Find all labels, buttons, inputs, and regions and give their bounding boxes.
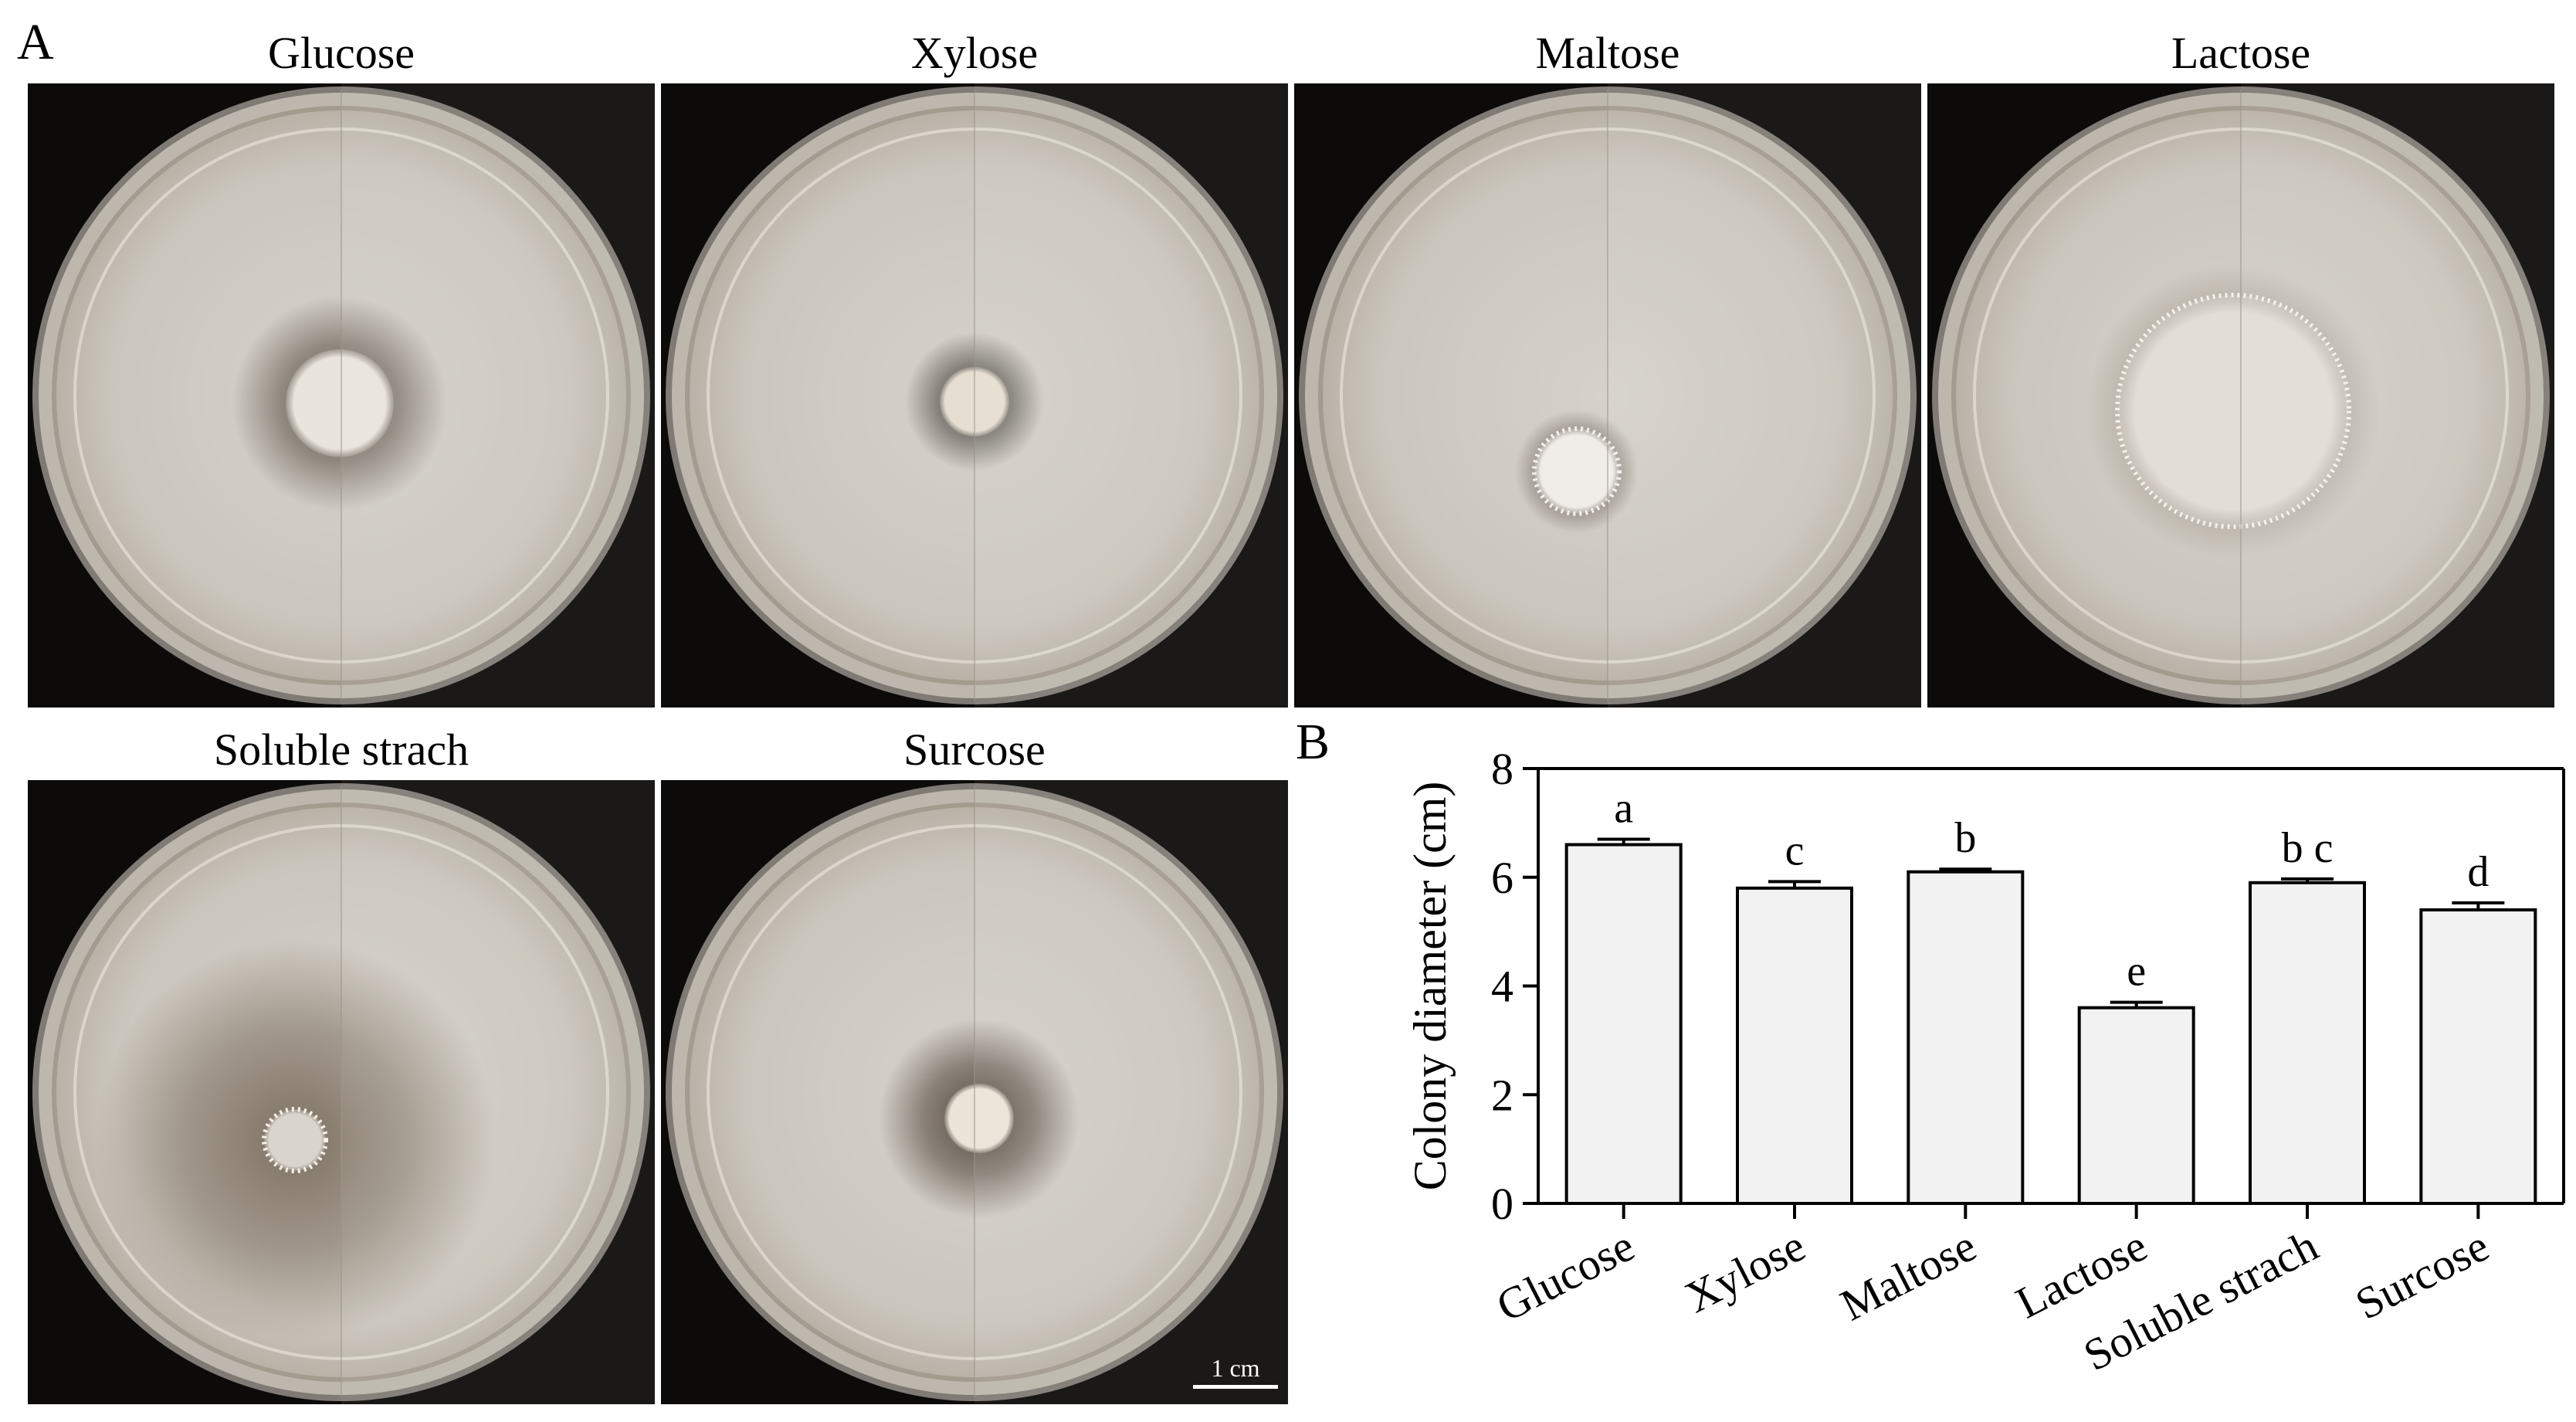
- significance-letter: c: [1785, 826, 1805, 874]
- scale-bar-line: [1193, 1385, 1278, 1389]
- plate-title: Lactose: [2171, 28, 2311, 78]
- y-tick-label: 8: [1491, 744, 1513, 794]
- plate-title: Maltose: [1535, 28, 1680, 78]
- y-tick-label: 4: [1491, 962, 1513, 1012]
- x-tick-label: Maltose: [1832, 1220, 1984, 1331]
- bar: [1907, 870, 2025, 1205]
- petri-dish-photo: [28, 83, 655, 708]
- significance-letter: b: [1954, 814, 1976, 862]
- scale-bar-label: 1 cm: [1211, 1354, 1260, 1382]
- y-tick-label: 0: [1491, 1179, 1513, 1229]
- plate-title: Glucose: [267, 28, 415, 78]
- bar: [2419, 908, 2537, 1205]
- petri-dish-photo: [661, 83, 1288, 708]
- bar-chart-svg: 0 2 4 6 8 Colony diameter (cm) a Glucose c Xylose…: [1405, 744, 2565, 1380]
- panel-b-label: B: [1296, 714, 1330, 770]
- bar: [2249, 881, 2366, 1205]
- significance-letter: d: [2467, 848, 2489, 896]
- x-tick-label: Xylose: [1677, 1220, 1813, 1323]
- y-axis-label: Colony diameter (cm): [1405, 782, 1456, 1191]
- bar: [1736, 886, 1853, 1205]
- bar: [2077, 1006, 2195, 1205]
- y-tick-label: 2: [1491, 1070, 1513, 1120]
- x-tick-label: Glucose: [1489, 1220, 1642, 1332]
- colony-diameter-chart: 0 2 4 6 8 Colony diameter (cm) a Glucose c Xylose…: [1336, 734, 2571, 1422]
- significance-letter: b c: [2282, 824, 2334, 872]
- petri-dish-photo: [661, 780, 1288, 1404]
- significance-letter: a: [1614, 784, 1633, 832]
- scale-bar: 1 cm: [1193, 1356, 1278, 1389]
- plate-title: Xylose: [910, 28, 1039, 78]
- petri-dish-photo: [1294, 83, 1921, 708]
- plate-title: Soluble strach: [213, 725, 469, 775]
- x-tick-label: Surcose: [2347, 1220, 2496, 1329]
- petri-dish-photo: [1927, 83, 2554, 708]
- plate-title: Surcose: [903, 725, 1046, 775]
- y-tick-label: 6: [1491, 853, 1513, 903]
- petri-dish-photo: [28, 780, 655, 1404]
- panel-a-label: A: [17, 14, 54, 70]
- bar: [1564, 843, 1683, 1205]
- significance-letter: e: [2127, 948, 2146, 996]
